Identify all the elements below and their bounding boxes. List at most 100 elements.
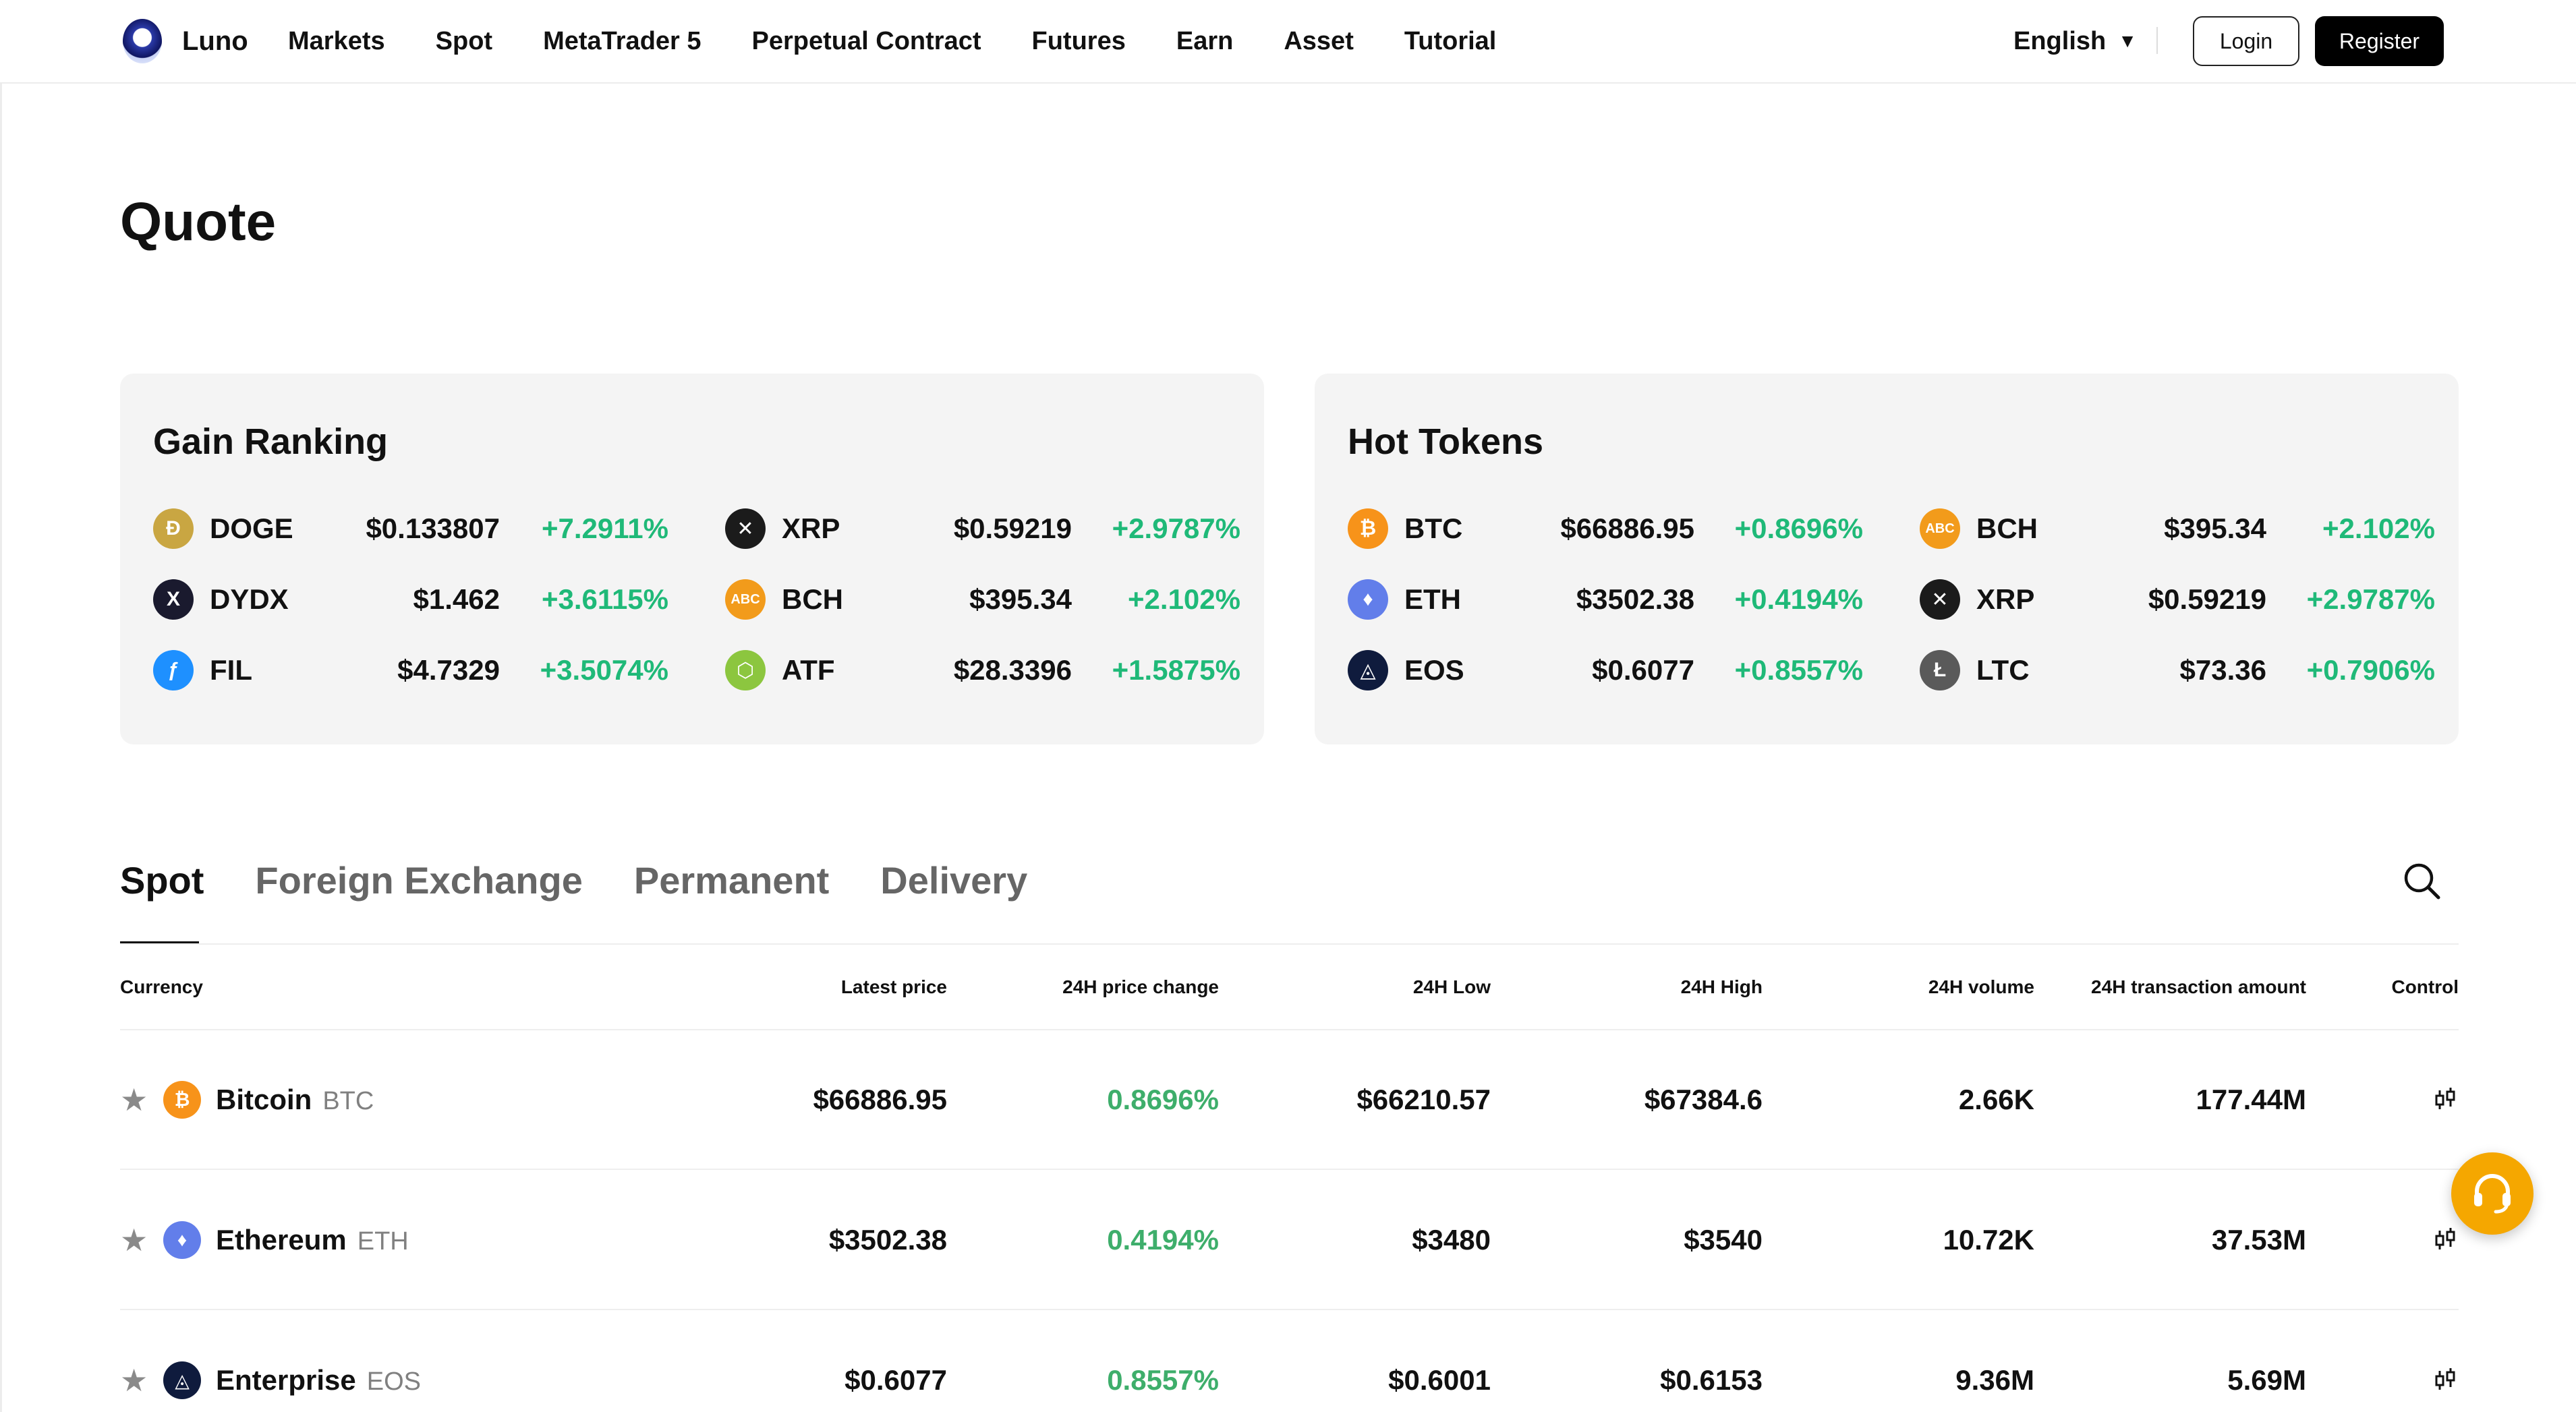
favorite-star-icon[interactable]: ★ [120, 1223, 148, 1258]
gain-ranking-item[interactable]: ABC BCH $395.34 +2.102% [725, 579, 1265, 620]
customer-support-button[interactable] [2451, 1152, 2534, 1235]
token-symbol: DOGE [210, 512, 293, 544]
favorite-star-icon[interactable]: ★ [120, 1082, 148, 1117]
nav-item-earn[interactable]: Earn [1176, 26, 1234, 55]
nav-item-perpetual-contract[interactable]: Perpetual Contract [751, 26, 981, 55]
gain-ranking-title: Gain Ranking [153, 421, 389, 462]
language-label: English [2013, 26, 2107, 55]
tab-foreign-exchange[interactable]: Foreign Exchange [255, 858, 583, 902]
token-symbol: ETH [1404, 583, 1461, 615]
transaction-amount: 177.44M [2196, 1084, 2306, 1115]
bch-icon: ABC [725, 579, 766, 620]
gain-ranking-item[interactable]: X DYDX $1.462 +3.6115% [153, 579, 693, 620]
xrp-icon: ✕ [1920, 579, 1960, 620]
table-row[interactable]: ★ ♦ Ethereum ETH $3502.38 0.4194% $3480 $… [120, 1171, 2459, 1310]
col-24h-volume[interactable]: 24H volume [1928, 976, 2034, 997]
tab-permanent[interactable]: Permanent [633, 858, 830, 902]
token-change: +2.9787% [1112, 512, 1240, 544]
transaction-amount: 37.53M [2211, 1224, 2306, 1256]
token-price: $66886.95 [1560, 512, 1694, 544]
bch-icon: ABC [1920, 508, 1960, 549]
hot-tokens-card: Hot Tokens ₿ BTC $66886.95 +0.8696% ABC … [1315, 374, 2459, 744]
token-symbol: ATF [782, 654, 835, 686]
tab-delivery[interactable]: Delivery [880, 858, 1028, 902]
token-price: $3502.38 [1576, 583, 1694, 615]
token-price: $0.6077 [1592, 654, 1694, 686]
currency-name: Ethereum [216, 1224, 347, 1256]
tabs-divider [120, 943, 2459, 945]
search-icon[interactable] [2402, 861, 2441, 900]
gain-ranking-item[interactable]: Ð DOGE $0.133807 +7.2911% [153, 508, 693, 549]
xrp-icon: ✕ [725, 508, 766, 549]
token-symbol: BTC [1404, 512, 1463, 544]
gain-ranking-item[interactable]: ✕ XRP $0.59219 +2.9787% [725, 508, 1265, 549]
register-button[interactable]: Register [2315, 16, 2444, 66]
headset-icon [2474, 1174, 2511, 1214]
hot-token-item[interactable]: ◬ EOS $0.6077 +0.8557% [1348, 650, 1887, 690]
top-navigation-bar: Luno Markets Spot MetaTrader 5 Perpetual… [0, 0, 2576, 84]
col-24h-change[interactable]: 24H price change [1062, 976, 1219, 997]
nav-item-spot[interactable]: Spot [435, 26, 493, 55]
hot-token-item[interactable]: ♦ ETH $3502.38 +0.4194% [1348, 579, 1887, 620]
high-price: $0.6153 [1660, 1364, 1763, 1396]
hot-token-item[interactable]: ₿ BTC $66886.95 +0.8696% [1348, 508, 1887, 549]
tab-spot[interactable]: Spot [120, 858, 204, 902]
hot-token-item[interactable]: Ł LTC $73.36 +0.7906% [1920, 650, 2459, 690]
col-24h-high[interactable]: 24H High [1680, 976, 1763, 997]
brand-name[interactable]: Luno [182, 26, 248, 56]
token-price: $395.34 [2164, 512, 2266, 544]
favorite-star-icon[interactable]: ★ [120, 1363, 148, 1398]
nav-item-asset[interactable]: Asset [1284, 26, 1354, 55]
nav-item-metatrader5[interactable]: MetaTrader 5 [543, 26, 702, 55]
currency-cell: ★ ₿ Bitcoin BTC [120, 1078, 374, 1122]
nav-item-markets[interactable]: Markets [288, 26, 385, 55]
dydx-icon: X [153, 579, 194, 620]
left-border [0, 84, 2, 1412]
table-row[interactable]: ★ ₿ Bitcoin BTC $66886.95 0.8696% $66210.… [120, 1030, 2459, 1170]
low-price: $0.6001 [1388, 1364, 1491, 1396]
volume: 9.36M [1955, 1364, 2034, 1396]
token-symbol: EOS [1404, 654, 1464, 686]
hot-token-item[interactable]: ✕ XRP $0.59219 +2.9787% [1920, 579, 2459, 620]
eth-icon: ♦ [1348, 579, 1388, 620]
control-cell [2432, 1078, 2459, 1122]
candlestick-chart-icon[interactable] [2432, 1086, 2459, 1113]
currency-symbol: ETH [357, 1227, 409, 1256]
currency-cell: ★ ♦ Ethereum ETH [120, 1218, 409, 1262]
col-currency[interactable]: Currency [120, 976, 203, 997]
language-selector[interactable]: English ▼ [2013, 19, 2137, 63]
token-symbol: BCH [782, 583, 843, 615]
token-price: $0.133807 [366, 512, 500, 544]
ltc-icon: Ł [1920, 650, 1960, 690]
gain-ranking-item[interactable]: ⬡ ATF $28.3396 +1.5875% [725, 650, 1265, 690]
btc-icon: ₿ [163, 1081, 201, 1119]
nav-item-futures[interactable]: Futures [1031, 26, 1126, 55]
token-change: +2.102% [1128, 583, 1240, 615]
candlestick-chart-icon[interactable] [2432, 1227, 2459, 1254]
token-change: +0.4194% [1734, 583, 1863, 615]
active-tab-indicator [120, 941, 199, 944]
token-price: $1.462 [413, 583, 500, 615]
latest-price: $0.6077 [845, 1364, 947, 1396]
candlestick-chart-icon[interactable] [2432, 1367, 2459, 1394]
token-change: +7.2911% [541, 512, 668, 544]
hot-token-item[interactable]: ABC BCH $395.34 +2.102% [1920, 508, 2459, 549]
price-change: 0.8557% [1107, 1364, 1219, 1396]
token-price: $28.3396 [953, 654, 1072, 686]
currency-cell: ★ ◬ Enterprise EOS [120, 1358, 421, 1403]
token-symbol: XRP [782, 512, 840, 544]
col-24h-low[interactable]: 24H Low [1412, 976, 1491, 997]
volume: 10.72K [1943, 1224, 2034, 1256]
token-price: $395.34 [969, 583, 1072, 615]
col-24h-amount[interactable]: 24H transaction amount [2091, 976, 2306, 997]
brand[interactable]: Luno [123, 19, 248, 63]
nav-item-tutorial[interactable]: Tutorial [1404, 26, 1497, 55]
page-title: Quote [120, 192, 277, 252]
price-change: 0.8696% [1107, 1084, 1219, 1115]
gain-ranking-item[interactable]: ƒ FIL $4.7329 +3.5074% [153, 650, 693, 690]
col-latest-price[interactable]: Latest price [840, 976, 947, 997]
table-row[interactable]: ★ ◬ Enterprise EOS $0.6077 0.8557% $0.600… [120, 1311, 2459, 1412]
luno-logo-icon[interactable] [123, 19, 162, 63]
currency-symbol: EOS [366, 1367, 421, 1396]
login-button[interactable]: Login [2193, 16, 2299, 66]
